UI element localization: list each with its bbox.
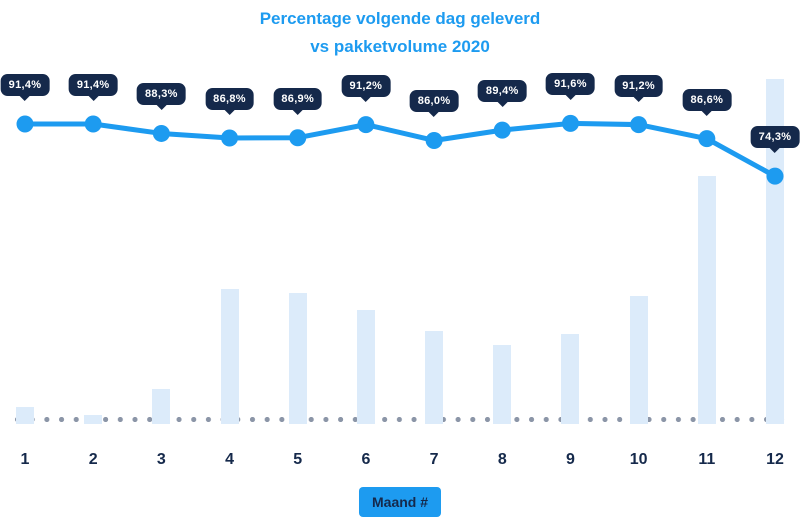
chart-title-line2: vs pakketvolume 2020 — [310, 37, 490, 57]
volume-bar — [84, 415, 103, 424]
value-badge: 74,3% — [750, 126, 800, 149]
x-tick-label: 9 — [566, 451, 575, 468]
data-point-marker — [357, 116, 375, 134]
x-tick-label: 6 — [361, 451, 371, 468]
volume-bar — [697, 176, 716, 424]
data-point-marker — [16, 115, 34, 133]
x-tick-label: 10 — [629, 451, 648, 468]
value-badge: 91,6% — [546, 73, 595, 96]
volume-bar — [561, 334, 580, 424]
x-axis-label-badge: Maand # — [358, 487, 442, 517]
volume-bar — [493, 345, 512, 424]
volume-bar — [629, 296, 648, 424]
volume-bar — [152, 389, 171, 424]
x-tick-label: 8 — [497, 451, 507, 468]
value-badge: 89,4% — [477, 80, 527, 103]
x-tick-label: 1 — [20, 451, 30, 468]
data-point-marker — [493, 121, 511, 139]
volume-bar — [16, 407, 34, 424]
x-tick-label: 5 — [293, 451, 303, 468]
volume-bar — [425, 331, 444, 424]
chart-title: Percentage volgende dag geleverd vs pakk… — [0, 5, 800, 61]
data-point-marker — [698, 130, 716, 148]
data-point-marker — [561, 114, 579, 132]
value-badge: 86,0% — [409, 90, 459, 113]
chart-title-line1: Percentage volgende dag geleverd — [259, 9, 541, 28]
volume-bar — [288, 293, 307, 424]
data-point-marker — [766, 167, 784, 185]
data-point-marker — [289, 129, 307, 147]
x-tick-label: 7 — [429, 451, 439, 468]
x-tick-label: 4 — [225, 451, 234, 468]
data-point-marker — [425, 131, 443, 149]
value-badge: 86,6% — [682, 88, 732, 111]
x-tick-label: 12 — [766, 451, 784, 468]
baseline-dots — [14, 416, 788, 423]
volume-bar — [766, 79, 784, 424]
value-badge: 86,8% — [205, 88, 254, 111]
value-badge: 91,2% — [614, 74, 663, 97]
value-badge: 88,3% — [137, 83, 186, 106]
x-tick-label: 2 — [88, 451, 98, 468]
volume-bar — [356, 310, 375, 424]
x-tick-label: 3 — [156, 451, 166, 468]
percentage-line — [22, 120, 778, 179]
value-badge: 86,9% — [273, 87, 323, 110]
value-badge: 91,4% — [68, 74, 118, 96]
data-point-marker — [221, 129, 239, 147]
x-tick-label: 11 — [698, 451, 716, 468]
data-point-marker — [630, 116, 648, 134]
value-badge: 91,2% — [341, 74, 391, 97]
data-point-marker — [84, 115, 102, 133]
value-badge: 91,4% — [0, 74, 50, 96]
volume-bar — [220, 289, 239, 424]
data-point-marker — [152, 124, 170, 142]
